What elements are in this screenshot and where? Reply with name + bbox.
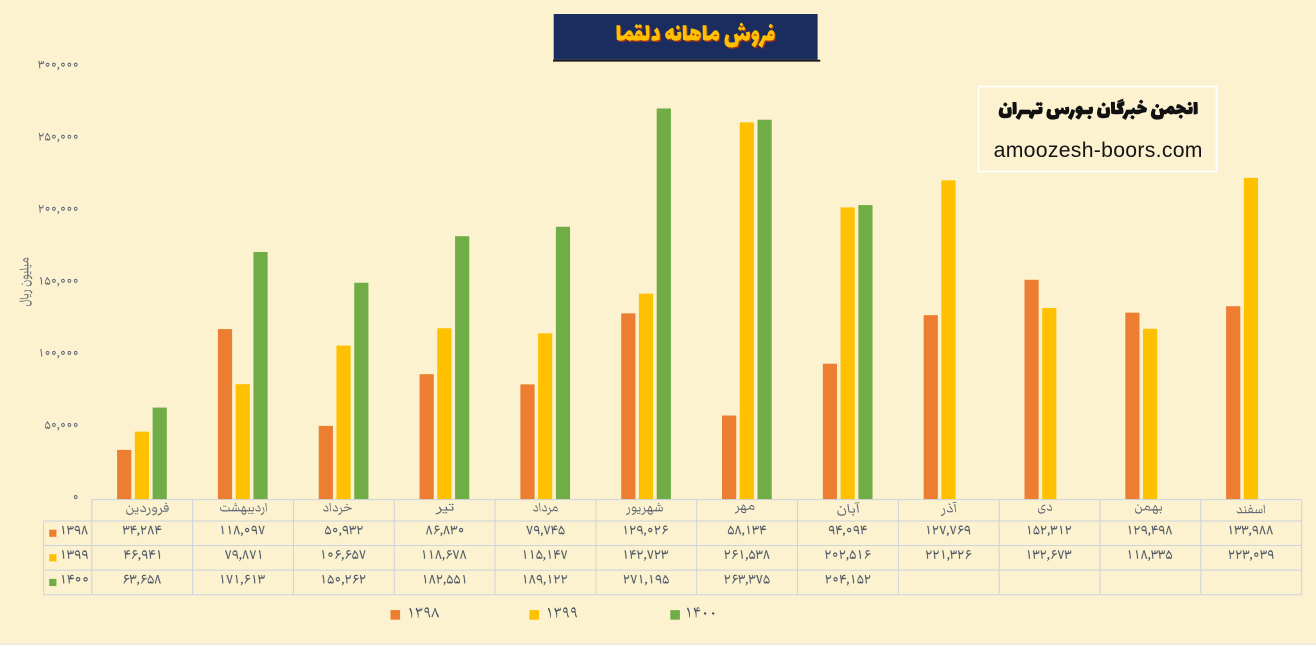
svg-text:amoozesh-boors.com: amoozesh-boors.com	[994, 139, 1203, 162]
